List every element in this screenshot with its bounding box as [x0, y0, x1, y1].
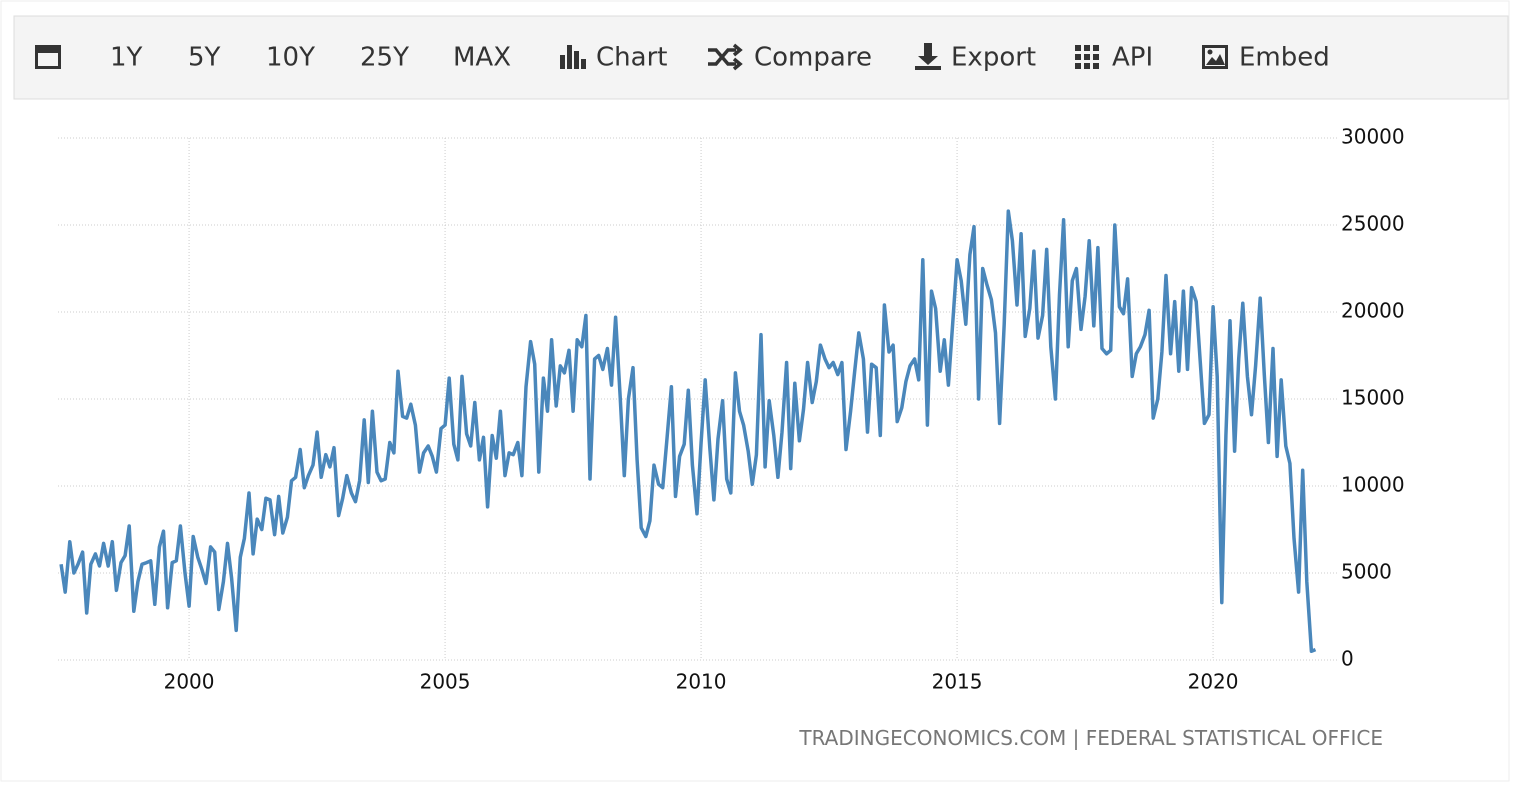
- x-tick-label: 2010: [676, 670, 727, 694]
- export-icon: [915, 43, 941, 70]
- data-line: [59, 209, 1317, 654]
- toolbar: [13, 15, 1509, 100]
- x-tick-label: 2020: [1188, 670, 1239, 694]
- range-button[interactable]: 1Y: [110, 43, 143, 73]
- y-tick-label: 15000: [1341, 386, 1405, 410]
- x-tick-label: 2005: [420, 670, 471, 694]
- compare-icon: [708, 43, 743, 71]
- range-button[interactable]: MAX: [453, 43, 511, 73]
- calendar-icon-face: [38, 53, 58, 66]
- range-button[interactable]: 5Y: [188, 43, 221, 73]
- calendar-button[interactable]: [35, 45, 61, 69]
- y-tick-label: 0: [1341, 647, 1354, 671]
- range-button[interactable]: 25Y: [360, 43, 409, 73]
- api-button[interactable]: API: [1112, 43, 1153, 73]
- chart-button[interactable]: Chart: [596, 43, 667, 73]
- chart-icon: [560, 45, 586, 69]
- range-button[interactable]: 10Y: [266, 43, 315, 73]
- export-button[interactable]: Export: [951, 43, 1036, 73]
- y-tick-label: 25000: [1341, 212, 1405, 236]
- y-tick-label: 30000: [1341, 125, 1405, 149]
- api-icon: [1075, 45, 1099, 69]
- embed-icon: [1202, 45, 1228, 69]
- y-tick-label: 20000: [1341, 299, 1405, 323]
- compare-button[interactable]: Compare: [754, 43, 872, 73]
- source-label: TRADINGECONOMICS.COM | FEDERAL STATISTIC…: [798, 726, 1383, 750]
- x-tick-label: 2015: [932, 670, 983, 694]
- x-tick-label: 2000: [164, 670, 215, 694]
- embed-button[interactable]: Embed: [1239, 43, 1330, 73]
- y-tick-label: 10000: [1341, 473, 1405, 497]
- y-tick-label: 5000: [1341, 560, 1392, 584]
